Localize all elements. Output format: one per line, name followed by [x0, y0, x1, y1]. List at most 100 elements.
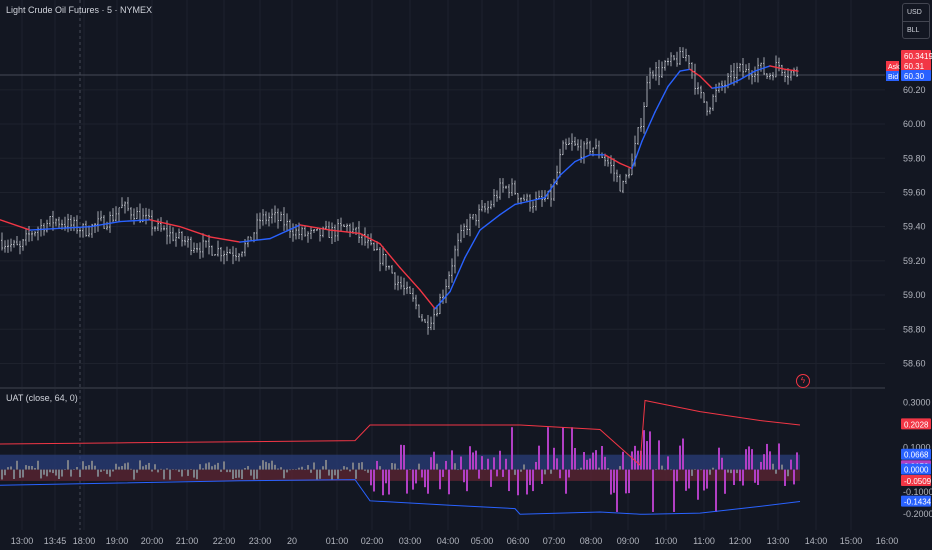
indicator-bar	[637, 450, 639, 470]
indicator-bar	[574, 448, 576, 470]
indicator-bar	[517, 469, 519, 496]
indicator-bar	[19, 469, 21, 478]
indicator-bar	[454, 463, 456, 470]
indicator-bar	[463, 469, 465, 483]
bid-price-badge: 60.30	[904, 72, 925, 81]
indicator-bar	[61, 469, 63, 477]
indicator-bar	[289, 469, 291, 471]
unit-label[interactable]: BLL	[903, 21, 929, 39]
indicator-bar	[70, 469, 72, 477]
indicator-value-badge: 0.2028	[904, 420, 929, 429]
indicator-bar	[103, 469, 105, 471]
indicator-bar	[697, 469, 699, 500]
indicator-bar	[652, 469, 654, 512]
indicator-bar	[202, 468, 204, 470]
indicator-bar	[439, 469, 441, 490]
indicator-bar	[79, 469, 81, 478]
indicator-bar	[460, 456, 462, 470]
indicator-bar	[445, 460, 447, 470]
time-tick-label: 10:00	[655, 536, 678, 546]
indicator-bar	[469, 446, 471, 470]
indicator-bar	[343, 466, 345, 470]
indicator-bar	[121, 466, 123, 470]
lightning-icon[interactable]: ϟ	[796, 374, 810, 388]
indicator-bar	[199, 464, 201, 470]
ma-segment	[711, 85, 726, 89]
indicator-bar	[568, 469, 570, 478]
indicator-bar	[532, 469, 534, 492]
ma-segment	[419, 289, 436, 310]
indicator-bar	[691, 469, 693, 476]
indicator-bar	[205, 463, 207, 470]
indicator-bar	[418, 463, 420, 470]
indicator-bar	[493, 457, 495, 470]
ma-segment	[149, 219, 181, 228]
indicator-bar	[91, 460, 93, 470]
currency-unit-selector[interactable]: USD BLL	[902, 3, 930, 39]
time-tick-label: 12:00	[729, 536, 752, 546]
bid-label: Bid	[888, 74, 898, 81]
indicator-bar	[535, 461, 537, 470]
indicator-bar	[412, 469, 414, 490]
indicator-bar	[496, 469, 498, 477]
price-tick-label: 58.80	[903, 324, 926, 334]
currency-label[interactable]: USD	[907, 9, 922, 16]
indicator-bar	[391, 462, 393, 470]
indicator-bar	[514, 469, 516, 475]
indicator-bar	[268, 463, 270, 470]
ma-segment	[679, 68, 691, 72]
indicator-bar	[16, 460, 18, 470]
bid-label-bg	[886, 71, 899, 81]
indicator-bar	[385, 469, 387, 484]
time-tick-label: 11:00	[693, 536, 715, 546]
indicator-bar	[64, 469, 66, 470]
indicator-title[interactable]: UAT (close, 64, 0)	[6, 393, 78, 403]
indicator-bar	[703, 469, 705, 491]
ma-segment	[179, 225, 211, 238]
indicator-bar	[277, 468, 279, 470]
indicator-bar	[238, 469, 240, 478]
indicator-bar	[508, 469, 510, 492]
time-tick-label: 13:45	[44, 536, 67, 546]
indicator-bar	[7, 467, 9, 470]
indicator-bar	[160, 468, 162, 470]
indicator-bar	[406, 469, 408, 494]
time-axis[interactable]: 13:00 13:45 18:00 19:00 20:00 21:00 22:00 23:00…	[11, 536, 899, 546]
ma-segment	[299, 224, 331, 231]
indicator-bar	[778, 443, 780, 470]
indicator-bar	[436, 463, 438, 470]
indicator-bar	[340, 469, 342, 471]
indicator-bar	[229, 469, 231, 473]
indicator-bar	[766, 443, 768, 470]
ma-segment	[209, 236, 241, 243]
indicator-bar	[217, 462, 219, 470]
indicator-bar	[742, 469, 744, 486]
indicator-bar	[490, 469, 492, 487]
indicator-bar	[541, 469, 543, 484]
time-tick-label: 13:00	[767, 536, 790, 546]
indicator-axis[interactable]: 0.3000 0.1000 -0.1000 -0.2000	[903, 398, 932, 520]
price-tick-label: 59.20	[903, 256, 926, 266]
time-tick-label: 07:00	[543, 536, 566, 546]
indicator-bar	[550, 469, 552, 474]
indicator-bar	[256, 469, 258, 479]
indicator-bar	[658, 440, 660, 470]
time-tick-label: 21:00	[176, 536, 199, 546]
indicator-bar	[142, 466, 144, 470]
indicator-bar	[706, 469, 708, 489]
indicator-bands	[0, 399, 801, 515]
indicator-bar	[241, 469, 243, 480]
indicator-bar	[370, 469, 372, 486]
ma-segment	[29, 227, 61, 231]
indicator-bar	[763, 454, 765, 470]
indicator-bar	[97, 469, 99, 477]
indicator-bar	[139, 460, 141, 470]
indicator-bar	[235, 469, 237, 478]
price-axis[interactable]: 60.20 60.00 59.80 59.60 59.40 59.20 59.00 58.80…	[903, 85, 926, 369]
indicator-bar	[604, 456, 606, 470]
indicator-bar	[163, 469, 165, 480]
indicator-bar	[520, 469, 522, 472]
indicator-bar	[328, 469, 330, 476]
ma-segment	[119, 219, 151, 223]
